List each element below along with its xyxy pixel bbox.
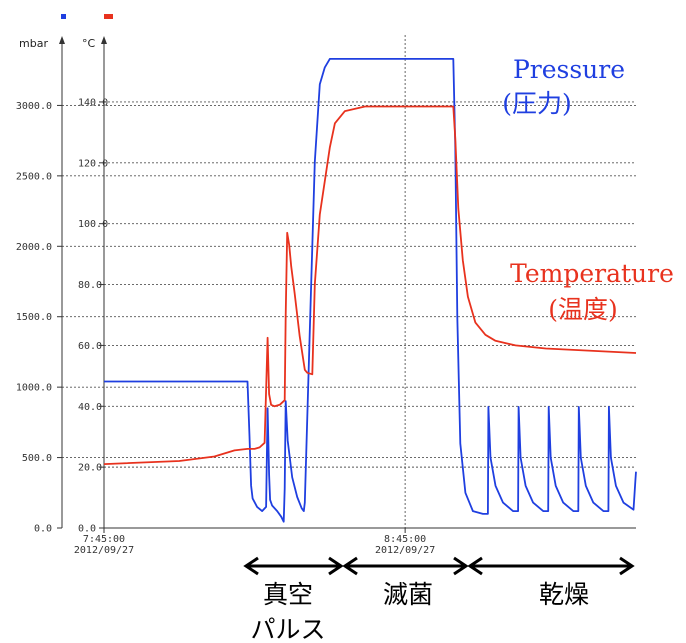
- vacuum-pulse-arrow-left-head: [243, 556, 259, 576]
- left-tick-label: 0.0: [34, 524, 52, 535]
- temperature-annotation: Temperature: [510, 259, 674, 288]
- phase-sterilization-label: 滅菌: [383, 580, 433, 609]
- left-tick-label: 1500.0: [16, 312, 52, 323]
- right-tick-label: 80.0: [78, 280, 102, 291]
- sterilization-arrow-left-head: [342, 556, 358, 576]
- axes: mbar °C 0.0 500.0 1000.0 1500.0 2000.0 2500.0…: [16, 14, 636, 556]
- x-tick-date: 2012/09/27: [74, 545, 134, 556]
- temperature-legend-swatch: [104, 14, 113, 19]
- pressure-annotation-jp: (圧力): [502, 89, 572, 118]
- right-tick-label: 60.0: [78, 341, 102, 352]
- phase-drying-label: 乾燥: [539, 580, 589, 609]
- right-tick-label: 120.0: [78, 158, 108, 169]
- grid: [62, 35, 636, 528]
- labels: Pressure (圧力) Temperature (温度) 真空 パルス 滅菌…: [250, 55, 673, 643]
- x-tick-time: 8:45:00: [384, 534, 426, 545]
- pressure-annotation: Pressure: [513, 55, 625, 84]
- sterilization-arrow-right-head: [453, 556, 469, 576]
- phase-vacuum-pulse-label-2: パルス: [250, 615, 325, 643]
- left-tick-label: 500.0: [22, 453, 52, 464]
- right-tick-label: 0.0: [78, 524, 96, 535]
- phase-vacuum-pulse-label: 真空: [263, 580, 313, 609]
- vacuum-pulse-arrow-right-head: [328, 556, 344, 576]
- temperature-annotation-jp: (温度): [548, 295, 618, 324]
- x-tick-time: 7:45:00: [83, 534, 125, 545]
- right-tick-label: 140.0: [78, 97, 108, 108]
- series: [103, 58, 637, 523]
- left-axis-unit: mbar: [19, 37, 48, 50]
- drying-arrow-right-head: [619, 556, 635, 576]
- pressure-legend-swatch: [61, 14, 66, 19]
- right-tick-label: 40.0: [78, 402, 102, 413]
- right-axis-unit: °C: [82, 37, 96, 50]
- right-tick-label: 100.0: [78, 219, 108, 230]
- phase-arrows: [243, 556, 635, 576]
- drying-arrow-left-head: [467, 556, 483, 576]
- left-tick-label: 1000.0: [16, 383, 52, 394]
- x-tick-date: 2012/09/27: [375, 545, 435, 556]
- left-tick-label: 2000.0: [16, 242, 52, 253]
- pressure-series-line: [104, 58, 637, 523]
- right-axis-arrow: [101, 36, 107, 44]
- right-tick-label: 20.0: [78, 463, 102, 474]
- left-axis-arrow: [59, 36, 65, 44]
- left-tick-label: 2500.0: [16, 171, 52, 182]
- temperature-series-line: [103, 105, 637, 465]
- left-tick-label: 3000.0: [16, 101, 52, 112]
